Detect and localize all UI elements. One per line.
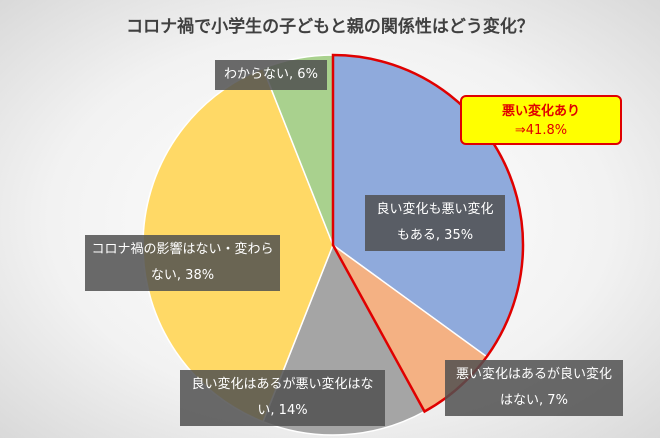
data-label: 悪い変化はあるが良い変化はない, 7% — [445, 360, 623, 416]
chart-title: コロナ禍で小学生の子どもと親の関係性はどう変化？ — [126, 17, 534, 37]
data-label: わからない, 6% — [215, 60, 327, 90]
annotation-line: 悪い変化あり — [501, 104, 580, 119]
data-label: コロナ禍の影響はない・変わらない, 38% — [85, 235, 280, 291]
data-label: 良い変化も悪い変化もある, 35% — [365, 195, 505, 251]
data-label: 良い変化はあるが悪い変化はない, 14% — [180, 370, 385, 426]
annotation: 悪い変化あり ⇒41.8% — [460, 95, 622, 145]
annotation-line: ⇒41.8% — [514, 123, 568, 138]
